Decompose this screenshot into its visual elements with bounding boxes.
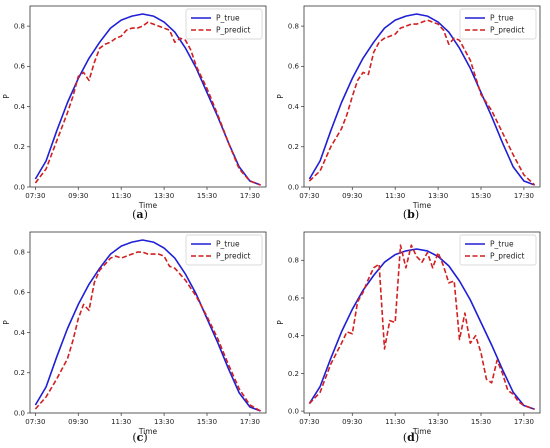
- y-axis-label: P: [2, 94, 11, 99]
- panel-caption: (d): [403, 431, 419, 444]
- x-tick-label: 09:30: [68, 192, 88, 200]
- legend-entry: P_predict: [216, 252, 251, 261]
- x-tick-label: 13:30: [428, 192, 448, 200]
- panel-caption: (c): [132, 431, 147, 444]
- legend-box: [185, 234, 263, 266]
- x-axis-label: Time: [138, 201, 158, 210]
- legend-entry: P_predict: [490, 26, 525, 35]
- chart-panel-b: 0.0 0.2 0.4 0.6 0.8 07:30 09:30 11:30 13:30 15:30…: [276, 5, 541, 210]
- y-tick-label: 0.6: [288, 63, 300, 71]
- x-tick-label: 11:30: [385, 192, 405, 200]
- x-tick-label: 15:30: [471, 418, 491, 426]
- x-tick-label: 13:30: [154, 418, 174, 426]
- x-axis-label: Time: [412, 201, 432, 210]
- x-tick-label: 11:30: [111, 418, 131, 426]
- plot-frame: [29, 231, 267, 414]
- y-tick-label: 0.6: [14, 63, 26, 71]
- y-tick-label: 0.8: [14, 23, 25, 31]
- legend: P_true P_predict: [185, 234, 263, 266]
- series-line-p-predict: [34, 21, 261, 186]
- x-tick-label: 09:30: [342, 192, 362, 200]
- x-axis-label: Time: [412, 427, 432, 436]
- plot-frame: [303, 5, 541, 188]
- series-line-p-predict: [308, 19, 536, 186]
- y-tick-label: 0.8: [288, 257, 299, 265]
- series-line-p-true: [308, 248, 535, 410]
- legend: P_true P_predict: [459, 234, 537, 266]
- x-tick-label: 09:30: [342, 418, 362, 426]
- x-tick-label: 17:30: [514, 418, 534, 426]
- panel-caption: (a): [132, 208, 148, 221]
- x-tick-label: 07:30: [25, 192, 45, 200]
- y-axis-label: P: [2, 320, 11, 325]
- series-line-p-true: [308, 13, 535, 186]
- y-tick-label: 0.4: [14, 103, 26, 111]
- x-tick-label: 17:30: [514, 192, 534, 200]
- y-axis-label: P: [276, 320, 285, 325]
- y-tick-label: 0.0: [288, 183, 299, 191]
- y-tick-label: 0.4: [288, 103, 300, 111]
- x-tick-label: 17:30: [240, 418, 260, 426]
- x-axis-label: Time: [138, 427, 158, 436]
- x-tick-label: 15:30: [197, 192, 217, 200]
- chart-panel-a: 0.0 0.2 0.4 0.6 0.8 07:30 09:30 11:30 13:30 15:30…: [2, 5, 267, 210]
- x-tick-label: 07:30: [25, 418, 45, 426]
- x-tick-label: 15:30: [197, 418, 217, 426]
- y-tick-label: 0.2: [14, 369, 25, 377]
- y-tick-label: 0.4: [14, 329, 26, 337]
- series-line-p-true: [34, 239, 261, 412]
- y-tick-label: 0.2: [288, 370, 299, 378]
- legend-entry: P_true: [216, 14, 240, 23]
- y-axis-label: P: [276, 94, 285, 99]
- legend-box: [459, 234, 537, 266]
- x-tick-label: 17:30: [240, 192, 260, 200]
- x-tick-label: 11:30: [385, 418, 405, 426]
- plot-frame: [29, 5, 267, 188]
- legend: P_true P_predict: [459, 8, 537, 40]
- plot-frame: [303, 231, 541, 414]
- series-line-p-true: [34, 13, 261, 186]
- y-tick-label: 0.2: [288, 143, 299, 151]
- legend-entry: P_predict: [490, 252, 525, 261]
- x-tick-label: 13:30: [154, 192, 174, 200]
- series-line-p-predict: [308, 244, 535, 410]
- legend: P_true P_predict: [185, 8, 263, 40]
- x-tick-label: 07:30: [299, 192, 319, 200]
- x-tick-label: 09:30: [68, 418, 88, 426]
- y-tick-label: 0.4: [288, 332, 300, 340]
- legend-entry: P_true: [490, 14, 514, 23]
- legend-box: [185, 8, 263, 40]
- x-tick-label: 13:30: [428, 418, 448, 426]
- series-line-p-predict: [34, 251, 261, 412]
- y-tick-label: 0.0: [288, 408, 299, 416]
- y-tick-label: 0.2: [14, 143, 25, 151]
- chart-panel-c: 0.0 0.2 0.4 0.6 0.8 07:30 09:30 11:30 13:30 15:30…: [2, 231, 267, 436]
- legend-entry: P_true: [216, 240, 240, 249]
- legend-entry: P_true: [490, 240, 514, 249]
- x-tick-label: 15:30: [471, 192, 491, 200]
- x-tick-label: 11:30: [111, 192, 131, 200]
- panel-caption: (b): [403, 208, 419, 221]
- y-tick-label: 0.8: [288, 23, 299, 31]
- y-tick-label: 0.0: [14, 183, 25, 191]
- chart-panel-d: 0.0 0.2 0.4 0.6 0.8 07:30 09:30 11:30 13:30 15:30…: [276, 231, 541, 436]
- y-tick-label: 0.0: [14, 409, 25, 417]
- legend-box: [459, 8, 537, 40]
- y-tick-label: 0.6: [288, 294, 300, 302]
- y-tick-label: 0.8: [14, 249, 25, 257]
- y-tick-label: 0.6: [14, 289, 26, 297]
- legend-entry: P_predict: [216, 26, 251, 35]
- x-tick-label: 07:30: [299, 418, 319, 426]
